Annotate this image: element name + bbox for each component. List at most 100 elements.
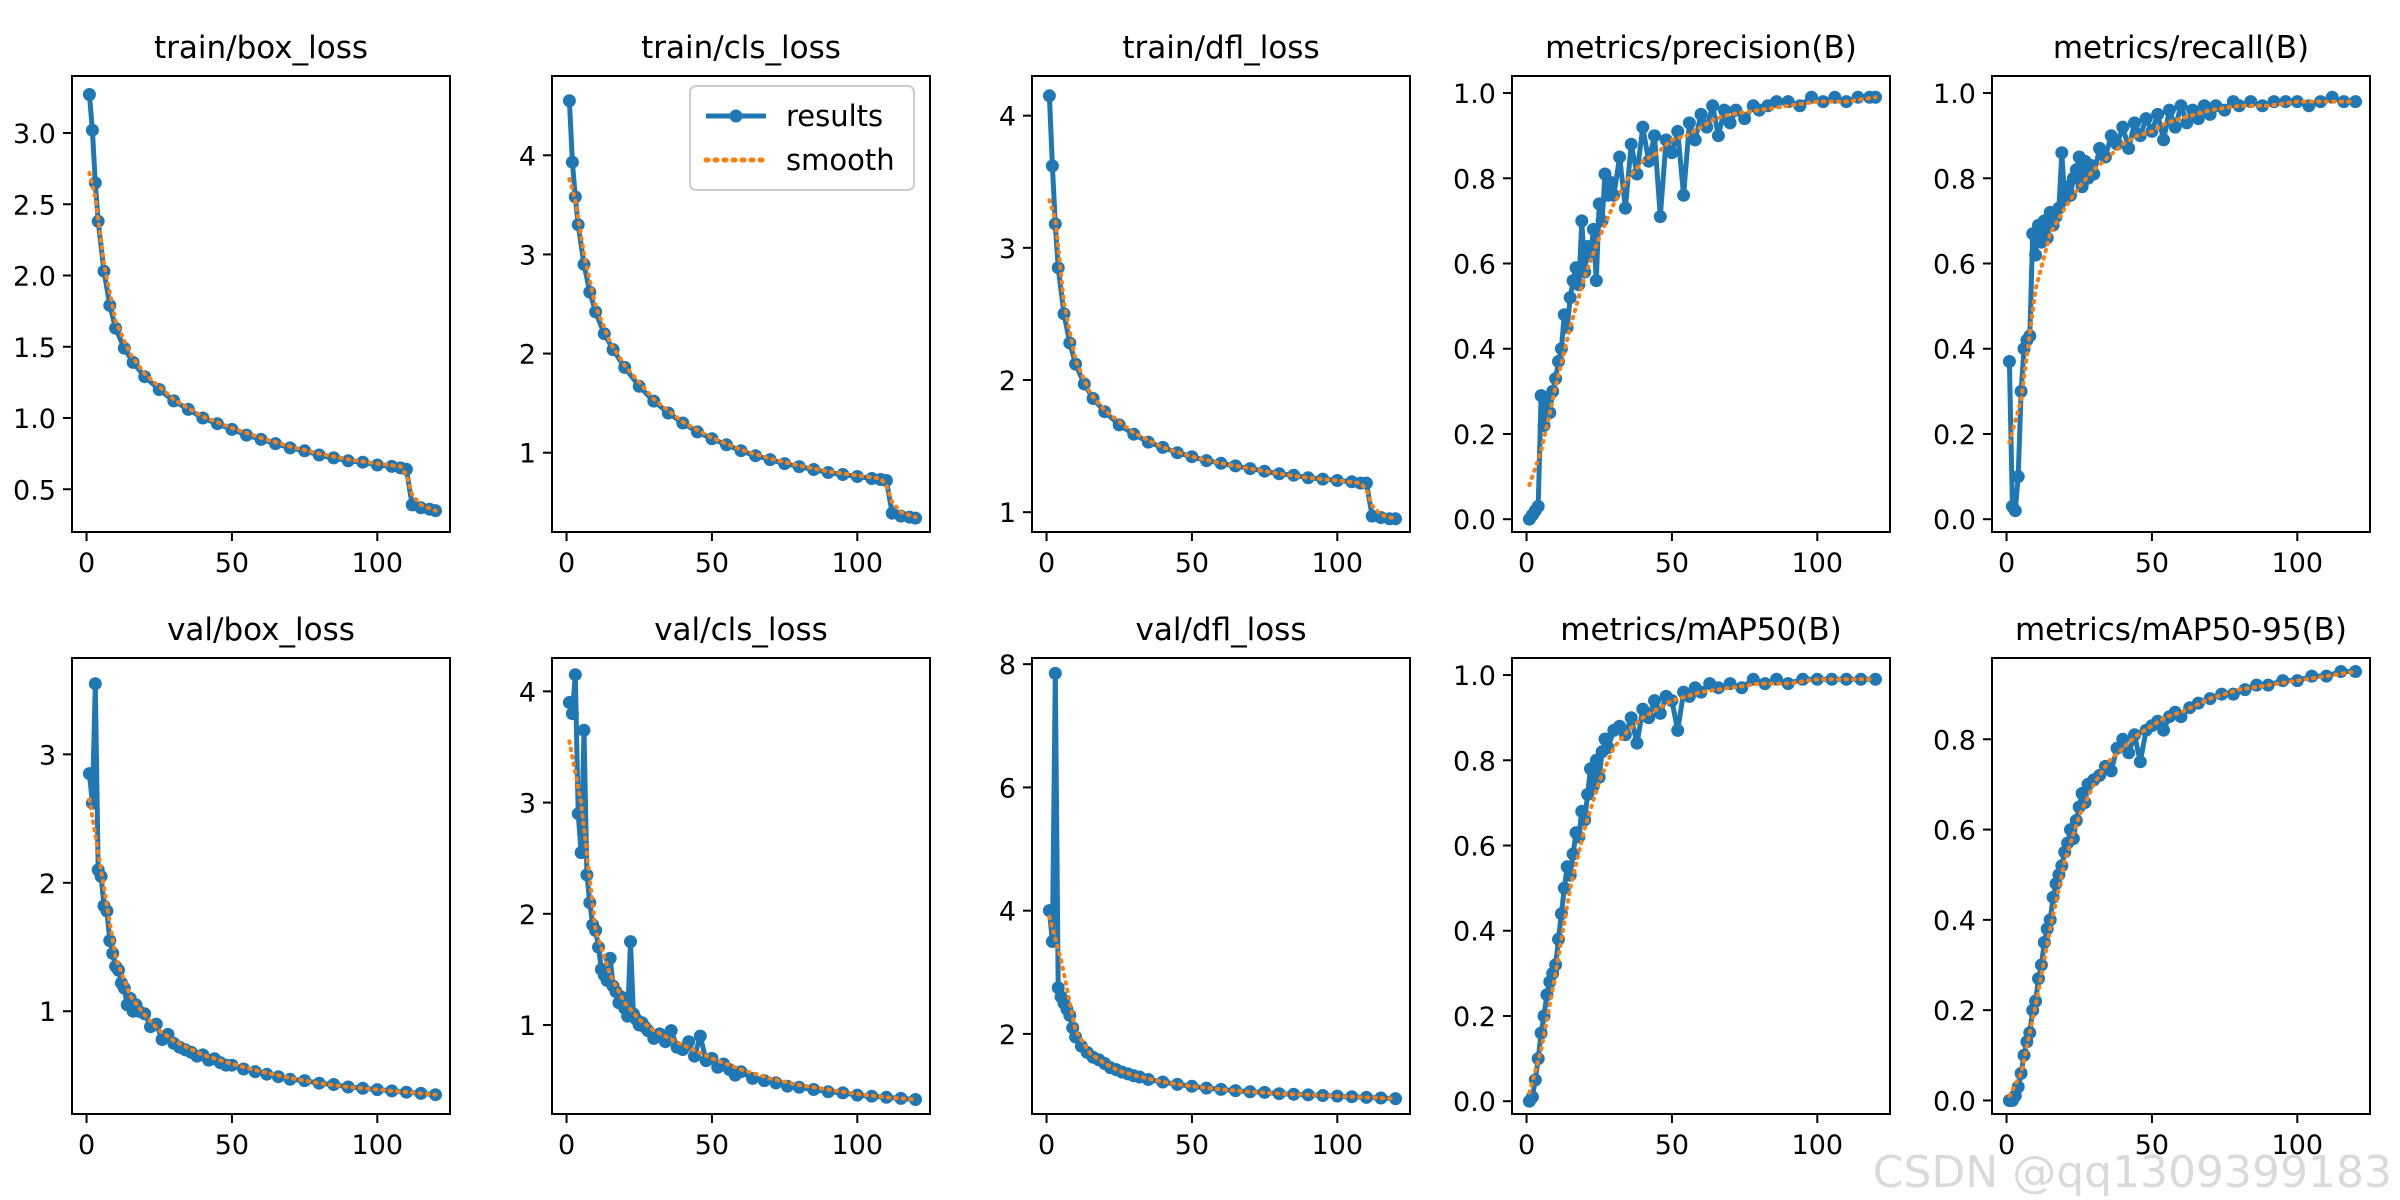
metrics-precision-b-results-point xyxy=(1770,95,1784,109)
val-dfl-loss-ytick-label: 6 xyxy=(999,773,1016,804)
train-cls-loss-xtick-label: 100 xyxy=(832,548,884,579)
metrics-recall-b-results-point xyxy=(2087,167,2101,181)
metrics-precision-b-title: metrics/precision(B) xyxy=(1545,30,1857,66)
metrics-precision-b-results-point xyxy=(1723,116,1737,130)
val-dfl-loss-xtick-label: 0 xyxy=(1038,1130,1055,1161)
val-dfl-loss-results-point xyxy=(1185,1079,1199,1093)
val-cls-loss-smooth-line xyxy=(567,739,918,1102)
metrics-recall-b-results-point xyxy=(2151,107,2165,121)
val-box-loss-results-point xyxy=(82,767,96,781)
metrics-precision-b-results-point xyxy=(1592,197,1606,211)
train-dfl-loss-ytick-label: 3 xyxy=(999,234,1016,265)
train-dfl-loss-results-point xyxy=(1287,468,1301,482)
metrics-precision-b-ytick-label: 0.6 xyxy=(1453,250,1496,281)
val-box-loss-xtick-label: 0 xyxy=(78,1130,95,1161)
train-dfl-loss-results-point xyxy=(1051,261,1065,275)
val-dfl-loss-results-point xyxy=(1156,1075,1170,1089)
metrics-precision-b-axes-frame xyxy=(1511,75,1891,533)
metrics-precision-b-results-point xyxy=(1648,129,1661,143)
val-cls-loss-results-point xyxy=(658,1035,672,1049)
metrics-precision-b-smooth-line xyxy=(1527,95,1878,488)
metrics-map50-b-ytick-label: 0.4 xyxy=(1453,917,1496,948)
metrics-precision-b-ytick-label: 0.4 xyxy=(1453,335,1496,366)
train-cls-loss-smooth-line xyxy=(567,177,918,520)
metrics-recall-b-results-point xyxy=(2023,329,2037,343)
train-cls-loss-ytick-label: 4 xyxy=(519,141,536,172)
metrics-precision-b-ytick-label: 0.0 xyxy=(1453,505,1496,536)
metrics-map50-b-results-point xyxy=(1557,881,1571,895)
train-box-loss-ytick-label: 1.5 xyxy=(13,333,56,364)
train-box-loss-results-point xyxy=(240,428,253,442)
metrics-map50-b-title: metrics/mAP50(B) xyxy=(1560,612,1841,648)
train-cls-loss-results-point xyxy=(597,327,611,341)
train-dfl-loss-results-point xyxy=(1045,159,1059,173)
metrics-recall-b-ytick-label: 0.6 xyxy=(1933,250,1976,281)
train-dfl-loss-results-point xyxy=(1042,89,1056,103)
val-dfl-loss-ytick-label: 4 xyxy=(999,897,1016,928)
metrics-map50-b-panel: metrics/mAP50(B) 0 50 100 0.0 0.2 0.4 0.6 0.8 1.0 xyxy=(1453,612,1891,1161)
metrics-map50-b-xtick-label: 50 xyxy=(1655,1130,1689,1161)
metrics-precision-b-panel: metrics/precision(B) 0 50 100 0.0 0.2 0.4 0.6 0.… xyxy=(1453,30,1891,579)
metrics-precision-b-results-point xyxy=(1563,291,1577,305)
train-box-loss-smooth-line xyxy=(87,170,438,513)
metrics-recall-b-results-point xyxy=(2055,146,2069,160)
val-cls-loss-results-point xyxy=(664,1024,678,1038)
train-dfl-loss-panel: train/dfl_loss 0 50 100 1 2 3 4 xyxy=(999,30,1411,579)
train-cls-loss-results-point xyxy=(565,155,579,169)
metrics-map50-95-b-panel: metrics/mAP50-95(B) 0 50 100 0.0 0.2 0.4 0.6 0.8 xyxy=(1933,612,2371,1161)
metrics-precision-b-results-point xyxy=(1642,154,1656,168)
val-dfl-loss-results-point xyxy=(1170,1077,1184,1091)
train-box-loss-results-point xyxy=(91,214,105,228)
train-dfl-loss-ytick-label: 1 xyxy=(999,498,1016,529)
legend-frame xyxy=(689,85,915,191)
train-dfl-loss-title: train/dfl_loss xyxy=(1122,30,1319,66)
metrics-map50-95-b-axes-frame xyxy=(1991,657,2371,1115)
metrics-map50-b-results-point xyxy=(1578,813,1592,827)
train-dfl-loss-ytick-label: 4 xyxy=(999,102,1016,133)
metrics-recall-b-results-point xyxy=(2064,188,2077,202)
metrics-recall-b-results-point xyxy=(2349,95,2362,109)
metrics-recall-b-results-point xyxy=(2174,99,2188,113)
metrics-map50-95-b-results-point xyxy=(2104,764,2118,778)
metrics-precision-b-xtick-label: 0 xyxy=(1518,548,1535,579)
metrics-map50-b-results-point xyxy=(1671,723,1685,737)
val-box-loss-ytick-label: 2 xyxy=(39,869,56,900)
train-box-loss-title: train/box_loss xyxy=(154,30,368,66)
metrics-recall-b-results-point xyxy=(2157,133,2171,147)
train-box-loss-results-point xyxy=(82,88,96,101)
metrics-map50-95-b-xtick-label: 0 xyxy=(1998,1130,2015,1161)
val-cls-loss-xtick-label: 50 xyxy=(695,1130,729,1161)
metrics-precision-b-results-point xyxy=(1653,210,1667,224)
train-dfl-loss-results-point xyxy=(1389,512,1402,526)
val-box-loss-results-point xyxy=(298,1074,312,1088)
metrics-map50-b-ytick-label: 0.2 xyxy=(1453,1002,1496,1033)
metrics-recall-b-results-point xyxy=(2139,112,2153,126)
val-cls-loss-results-point xyxy=(807,1083,821,1096)
metrics-precision-b-xtick-label: 100 xyxy=(1792,548,1844,579)
train-cls-loss-results-point xyxy=(879,474,893,487)
val-dfl-loss-ytick-label: 2 xyxy=(999,1020,1016,1051)
val-cls-loss-xtick-label: 100 xyxy=(832,1130,884,1161)
val-cls-loss-results-point xyxy=(734,1065,748,1079)
val-box-loss-results-point xyxy=(88,677,102,691)
val-dfl-loss-panel: val/dfl_loss 0 50 100 2 4 6 8 xyxy=(999,612,1411,1161)
train-dfl-loss-results-point xyxy=(1229,459,1242,473)
metrics-recall-b-results-point xyxy=(2008,504,2022,518)
metrics-precision-b-results-point xyxy=(1665,146,1679,160)
metrics-map50-95-b-results-point xyxy=(2349,665,2362,678)
metrics-recall-b-results-point xyxy=(2267,95,2281,109)
val-box-loss-results-point xyxy=(149,1017,163,1031)
train-box-loss-ytick-label: 3.0 xyxy=(13,119,56,150)
metrics-map50-95-b-results-point xyxy=(2122,746,2136,760)
train-dfl-loss-ytick-label: 2 xyxy=(999,366,1016,397)
metrics-precision-b-results-point xyxy=(1575,214,1589,228)
metrics-precision-b-results-point xyxy=(1711,129,1725,143)
train-cls-loss-title: train/cls_loss xyxy=(641,30,841,66)
val-dfl-loss-results-point xyxy=(1214,1082,1228,1096)
metrics-recall-b-results-point xyxy=(2128,116,2141,130)
metrics-map50-b-ytick-label: 0.8 xyxy=(1453,746,1496,777)
legend-results-marker xyxy=(729,109,743,123)
val-box-loss-title: val/box_loss xyxy=(167,612,355,648)
val-cls-loss-results-point xyxy=(565,707,579,721)
metrics-map50-95-b-results-point xyxy=(2133,755,2147,769)
